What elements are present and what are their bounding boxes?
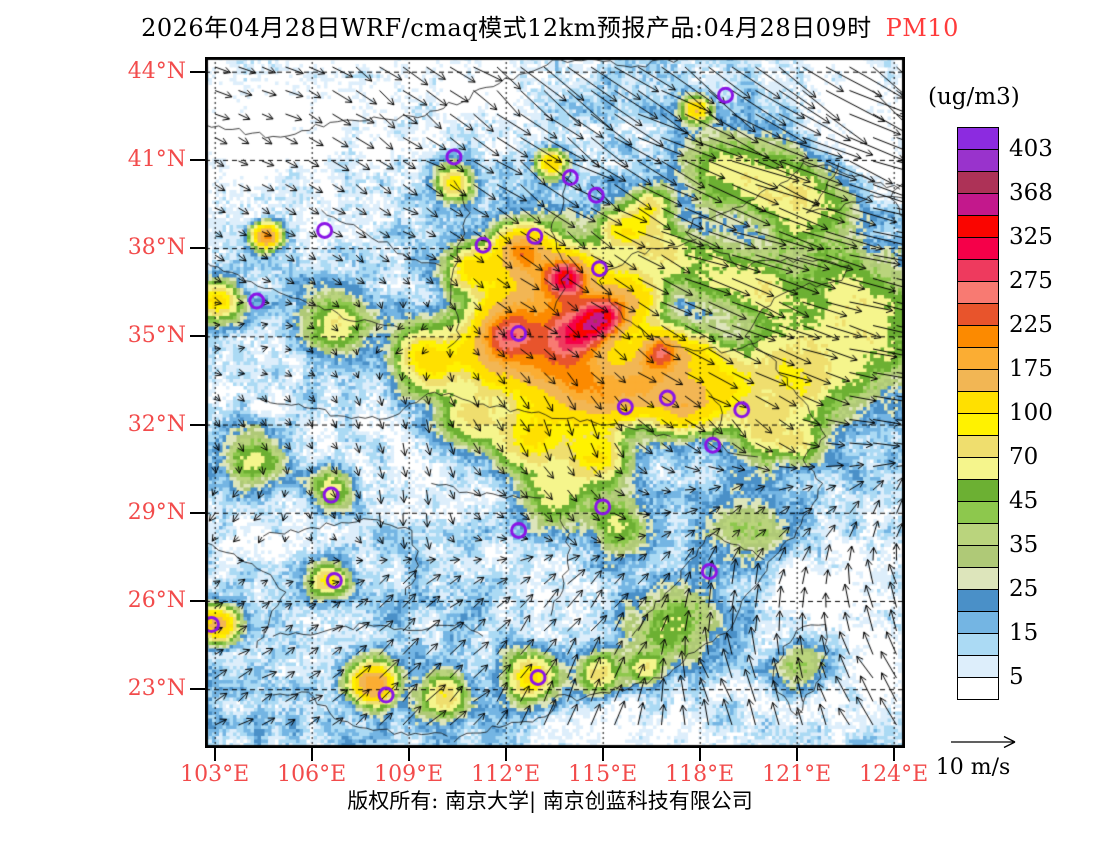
lat-label: 26°N: [127, 587, 186, 613]
legend-color-cell: [957, 347, 999, 370]
lon-label: 121°E: [762, 762, 832, 787]
legend-tick-label: 35: [1009, 532, 1039, 558]
lat-tick: [190, 688, 205, 691]
legend-color-cell: [957, 523, 999, 546]
lat-label: 23°N: [127, 676, 186, 702]
legend-color-cell: [957, 391, 999, 414]
lon-tick: [601, 748, 604, 761]
legend-tick-label: 70: [1009, 444, 1039, 470]
lat-label: 29°N: [127, 499, 186, 525]
map-area: [205, 57, 905, 748]
lon-tick: [407, 748, 410, 761]
legend-color-cell: [957, 589, 999, 612]
legend-tick-label: 15: [1009, 620, 1039, 646]
legend-color-cell: [957, 193, 999, 216]
legend-tick-label: 275: [1009, 268, 1053, 294]
legend-color-cell: [957, 611, 999, 634]
lon-tick: [504, 748, 507, 761]
copyright-text: 版权所有: 南京大学| 南京创蓝科技有限公司: [347, 789, 753, 813]
lon-tick: [213, 748, 216, 761]
legend-color-cell: [957, 237, 999, 260]
legend-color-cell: [957, 325, 999, 348]
wind-scale-arrow-icon: [951, 735, 1016, 749]
legend-units-label: (ug/m3): [928, 84, 1020, 110]
legend-color-cell: [957, 677, 999, 700]
color-legend: 403 368 325 275 225 175 100 70 45 35 25 15 5: [957, 127, 1100, 727]
lat-tick: [190, 158, 205, 161]
lat-label: 44°N: [127, 58, 186, 84]
wind-scale: 10 m/s: [923, 733, 1023, 780]
lat-tick: [190, 335, 205, 338]
lon-tick: [698, 748, 701, 761]
lat-tick: [190, 70, 205, 73]
lon-label: 124°E: [859, 762, 929, 787]
legend-tick-label: 225: [1009, 312, 1053, 338]
lat-label: 32°N: [127, 411, 186, 437]
legend-tick-label: 45: [1009, 488, 1039, 514]
legend-tick-label: 175: [1009, 356, 1053, 382]
legend-color-cell: [957, 567, 999, 590]
legend-tick-label: 403: [1009, 136, 1053, 162]
legend-color-cell: [957, 479, 999, 502]
lon-tick: [892, 748, 895, 761]
legend-color-cell: [957, 127, 999, 150]
page-title: 2026年04月28日WRF/cmaq模式12km预报产品:04月28日09时 P…: [0, 8, 1100, 43]
legend-color-cell: [957, 655, 999, 678]
legend-tick-label: 25: [1009, 576, 1039, 602]
legend-tick-label: 325: [1009, 224, 1053, 250]
legend-color-cell: [957, 545, 999, 568]
lat-tick: [190, 599, 205, 602]
legend-color-cell: [957, 501, 999, 524]
lat-label: 35°N: [127, 323, 186, 349]
lat-tick: [190, 511, 205, 514]
legend-color-cell: [957, 303, 999, 326]
lon-tick: [310, 748, 313, 761]
legend-color-cell: [957, 281, 999, 304]
lon-label: 115°E: [568, 762, 638, 787]
pollutant-label: PM10: [885, 14, 959, 42]
legend-tick-label: 5: [1009, 664, 1024, 690]
wind-scale-label: 10 m/s: [935, 755, 1011, 780]
lon-label: 118°E: [665, 762, 735, 787]
legend-tick-label: 368: [1009, 180, 1053, 206]
legend-color-cell: [957, 259, 999, 282]
legend-color-cell: [957, 435, 999, 458]
lon-tick: [795, 748, 798, 761]
lon-label: 106°E: [277, 762, 347, 787]
legend-tick-label: 100: [1009, 400, 1053, 426]
legend-color-cell: [957, 369, 999, 392]
legend-color-cell: [957, 215, 999, 238]
lat-tick: [190, 247, 205, 250]
lat-tick: [190, 423, 205, 426]
lat-label: 41°N: [127, 146, 186, 172]
title-text: 2026年04月28日WRF/cmaq模式12km预报产品:04月28日09时: [141, 14, 872, 42]
forecast-map-canvas: [205, 57, 905, 748]
legend-color-cell: [957, 413, 999, 436]
lon-label: 109°E: [374, 762, 444, 787]
lon-label: 103°E: [180, 762, 250, 787]
legend-color-cell: [957, 457, 999, 480]
legend-color-cell: [957, 633, 999, 656]
legend-color-cell: [957, 149, 999, 172]
legend-color-cell: [957, 171, 999, 194]
lon-label: 112°E: [471, 762, 541, 787]
lat-label: 38°N: [127, 235, 186, 261]
